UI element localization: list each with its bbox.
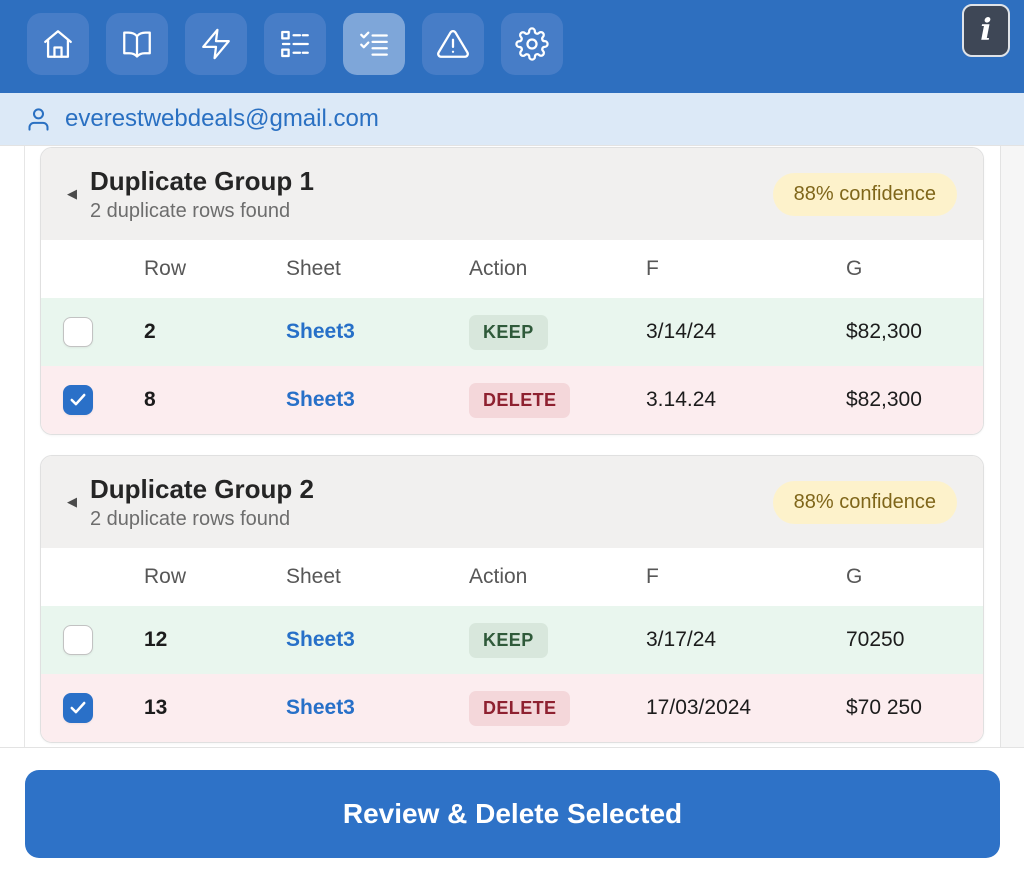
checkbox-cell <box>41 693 144 723</box>
toolbar-button-list[interactable] <box>264 13 326 75</box>
collapse-triangle-icon[interactable]: ◀ <box>67 186 77 201</box>
table-header-row: Row Sheet Action F G <box>41 548 983 606</box>
row-number: 2 <box>144 320 156 343</box>
cell-g: $82,300 <box>846 320 922 343</box>
group-subtitle: 2 duplicate rows found <box>90 199 291 222</box>
top-toolbar-bar: i <box>0 0 1024 93</box>
info-icon: i <box>980 13 992 48</box>
row-checkbox[interactable] <box>63 693 93 723</box>
toolbar-button-home[interactable] <box>27 13 89 75</box>
checkbox-cell <box>41 625 144 655</box>
table-row: 13 Sheet3 DELETE 17/03/2024 $70 250 <box>41 674 983 742</box>
checkbox-cell <box>41 385 144 415</box>
toolbar-button-checklist[interactable] <box>343 13 405 75</box>
confidence-badge: 88% confidence <box>772 480 957 524</box>
account-email: everestwebdeals@gmail.com <box>65 105 379 132</box>
group-title: Duplicate Group 2 <box>90 473 314 504</box>
sheet-link[interactable]: Sheet3 <box>286 696 355 719</box>
table-header-row: Row Sheet Action F G <box>41 240 983 298</box>
toolbar-button-warning[interactable] <box>422 13 484 75</box>
home-icon <box>41 27 75 61</box>
group-subtitle: 2 duplicate rows found <box>90 507 291 530</box>
scrollbar-track[interactable] <box>1000 146 1024 747</box>
column-header-g: G <box>846 565 863 588</box>
table-row: 2 Sheet3 KEEP 3/14/24 $82,300 <box>41 298 983 366</box>
action-cell: DELETE <box>469 382 646 418</box>
cell-f: 3/17/24 <box>646 628 717 651</box>
group-titles: Duplicate Group 2 2 duplicate rows found <box>90 474 314 531</box>
settings-icon <box>515 27 549 61</box>
action-badge: KEEP <box>469 314 548 350</box>
lightning-icon <box>199 27 233 61</box>
sheet-link[interactable]: Sheet3 <box>286 320 355 343</box>
group-title: Duplicate Group 1 <box>90 165 314 196</box>
panel-divider <box>24 146 25 747</box>
toolbar-button-book[interactable] <box>106 13 168 75</box>
sheet-link[interactable]: Sheet3 <box>286 628 355 651</box>
column-header-row: Row <box>144 565 187 588</box>
cell-f: 17/03/2024 <box>646 696 752 719</box>
collapse-triangle-icon[interactable]: ◀ <box>67 494 77 509</box>
duplicate-group-card: ◀ Duplicate Group 1 2 duplicate rows fou… <box>40 147 984 435</box>
action-cell: KEEP <box>469 622 646 658</box>
scroll-area: ◀ Duplicate Group 1 2 duplicate rows fou… <box>0 146 1024 748</box>
account-bar: everestwebdeals@gmail.com <box>0 93 1024 146</box>
table-body: 12 Sheet3 KEEP 3/17/24 70250 13 Sheet3 D… <box>41 606 983 742</box>
table-body: 2 Sheet3 KEEP 3/14/24 $82,300 8 Sheet3 D… <box>41 298 983 434</box>
duplicate-group-card: ◀ Duplicate Group 2 2 duplicate rows fou… <box>40 455 984 743</box>
checklist-icon <box>357 27 391 61</box>
table-row: 12 Sheet3 KEEP 3/17/24 70250 <box>41 606 983 674</box>
action-cell: DELETE <box>469 690 646 726</box>
column-header-f: F <box>646 257 659 280</box>
book-icon <box>120 27 154 61</box>
groups-container: ◀ Duplicate Group 1 2 duplicate rows fou… <box>40 146 984 743</box>
action-badge: DELETE <box>469 382 571 418</box>
warning-icon <box>436 27 470 61</box>
confidence-badge: 88% confidence <box>772 172 957 216</box>
action-cell: KEEP <box>469 314 646 350</box>
column-header-f: F <box>646 565 659 588</box>
row-checkbox[interactable] <box>63 385 93 415</box>
column-header-action: Action <box>469 565 528 588</box>
cell-g: $82,300 <box>846 388 922 411</box>
column-header-action: Action <box>469 257 528 280</box>
row-number: 12 <box>144 628 168 651</box>
checkbox-cell <box>41 317 144 347</box>
column-header-row: Row <box>144 257 187 280</box>
action-badge: KEEP <box>469 622 548 658</box>
list-icon <box>278 27 312 61</box>
row-number: 8 <box>144 388 156 411</box>
toolbar-button-lightning[interactable] <box>185 13 247 75</box>
toolbar-button-settings[interactable] <box>501 13 563 75</box>
sheet-link[interactable]: Sheet3 <box>286 388 355 411</box>
toolbar <box>0 0 563 75</box>
column-header-sheet: Sheet <box>286 257 341 280</box>
table-row: 8 Sheet3 DELETE 3.14.24 $82,300 <box>41 366 983 434</box>
cell-f: 3/14/24 <box>646 320 717 343</box>
cell-g: $70 250 <box>846 696 922 719</box>
group-titles: Duplicate Group 1 2 duplicate rows found <box>90 166 314 223</box>
column-header-sheet: Sheet <box>286 565 341 588</box>
footer: Review & Delete Selected <box>0 770 1024 883</box>
user-icon <box>25 106 52 133</box>
info-button[interactable]: i <box>962 4 1010 57</box>
group-header: ◀ Duplicate Group 1 2 duplicate rows fou… <box>41 148 983 240</box>
cell-g: 70250 <box>846 628 905 651</box>
row-checkbox[interactable] <box>63 317 93 347</box>
review-delete-button[interactable]: Review & Delete Selected <box>25 770 1000 858</box>
row-number: 13 <box>144 696 168 719</box>
column-header-g: G <box>846 257 863 280</box>
action-badge: DELETE <box>469 690 571 726</box>
cell-f: 3.14.24 <box>646 388 717 411</box>
row-checkbox[interactable] <box>63 625 93 655</box>
group-header: ◀ Duplicate Group 2 2 duplicate rows fou… <box>41 456 983 548</box>
